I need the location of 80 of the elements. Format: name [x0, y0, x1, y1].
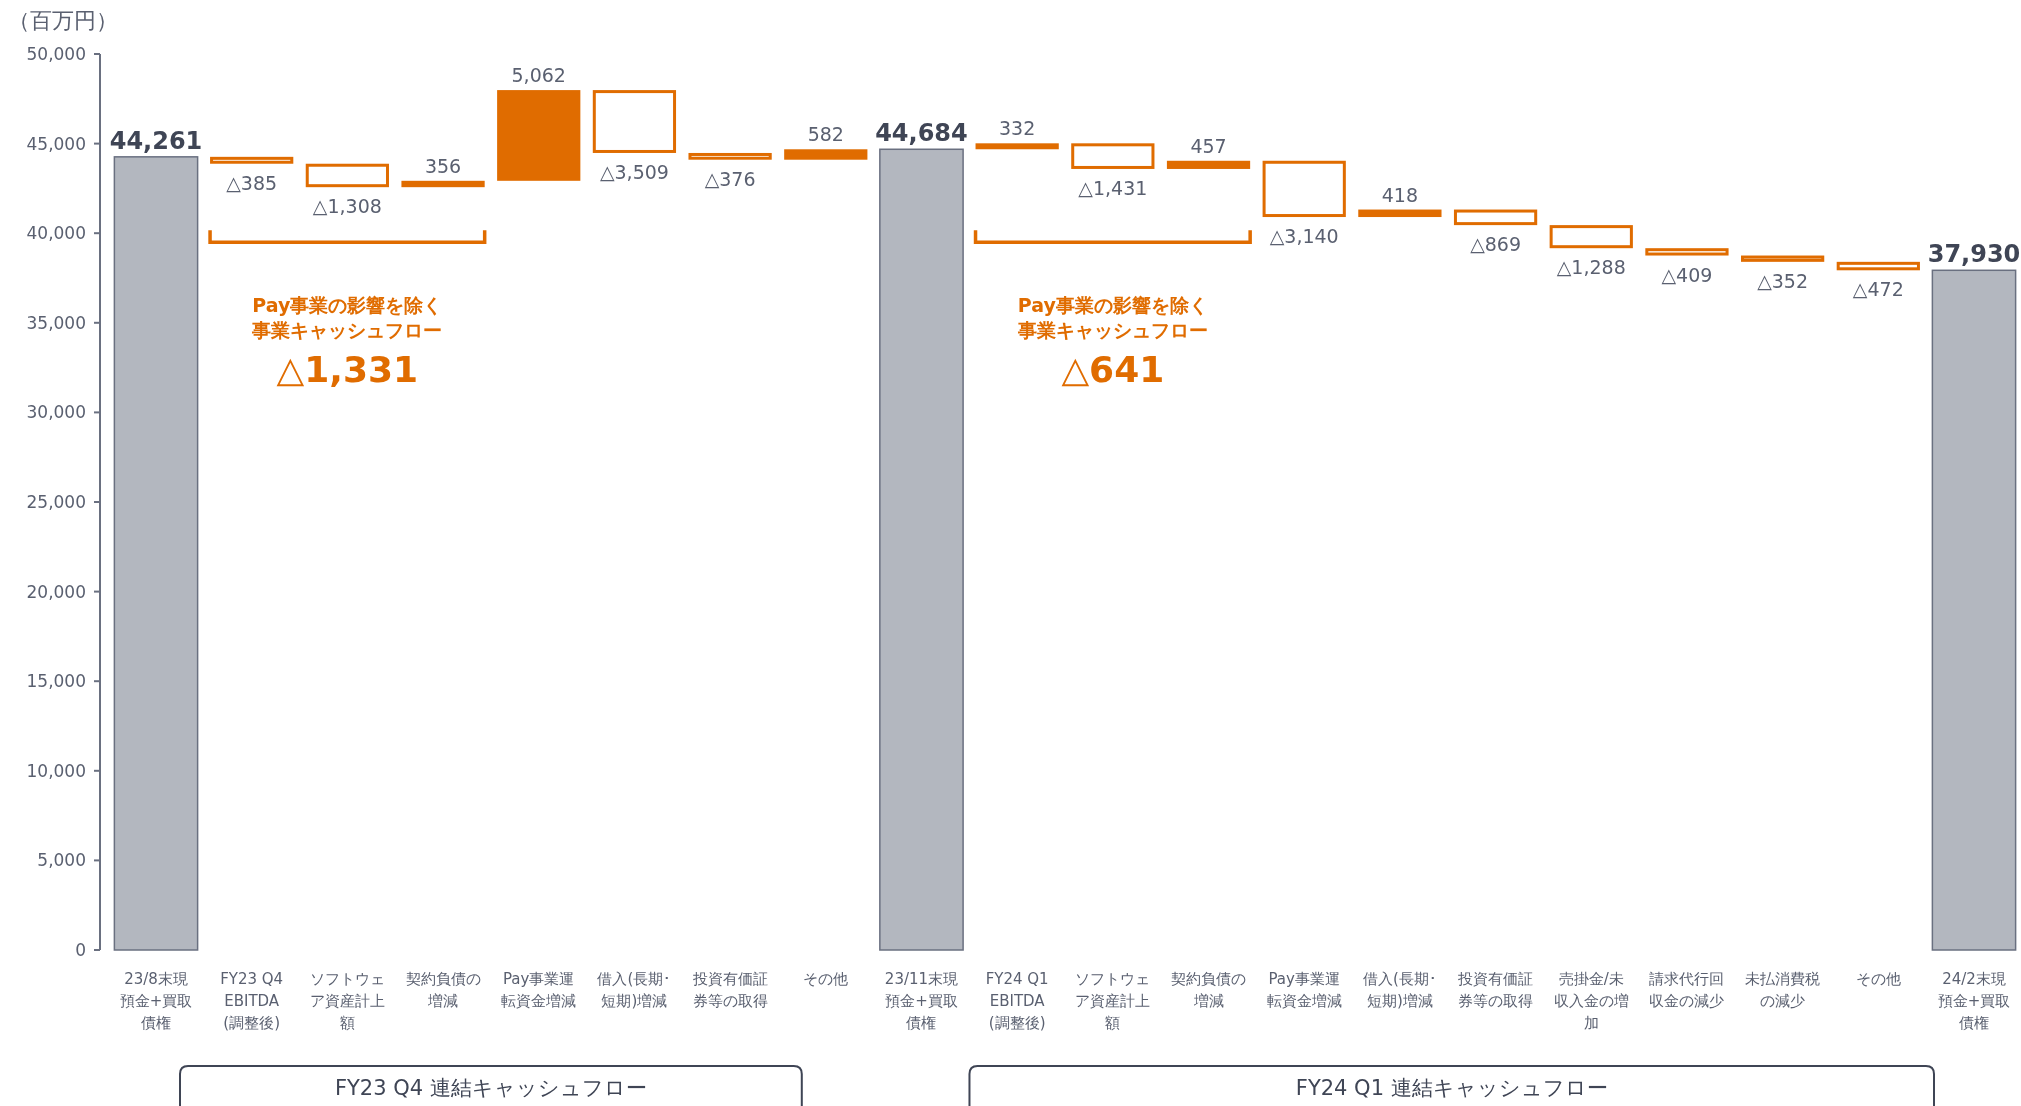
- bar: [784, 149, 868, 160]
- x-tick-label: 借入(長期･短期)増減: [1362, 970, 1437, 1010]
- x-tick-label: その他: [1855, 970, 1901, 988]
- x-tick-label: Pay事業運転資金増減: [1266, 970, 1342, 1010]
- data-label: 356: [424, 154, 462, 177]
- bar: [592, 90, 677, 153]
- x-tick-label: FY24 Q1 EBITDA (調整後): [985, 970, 1049, 1032]
- bar: [688, 152, 772, 160]
- data-label: △1,431: [1078, 176, 1148, 199]
- annotation: △641: [1061, 349, 1165, 390]
- x-tick-label: 23/8末現預金+買取債権: [119, 970, 193, 1032]
- data-label: 418: [1381, 183, 1419, 206]
- x-tick-label: 契約負債の増減: [405, 970, 481, 1010]
- bar: [1549, 225, 1633, 249]
- y-tick-label: 50,000: [26, 44, 86, 64]
- annotation: Pay事業の影響を除く: [252, 294, 443, 316]
- y-tick-label: 30,000: [26, 402, 86, 423]
- data-label: 457: [1190, 134, 1227, 157]
- x-tick-label: 未払消費税の減少: [1745, 970, 1821, 1010]
- bar: [210, 156, 294, 164]
- y-tick-label: 25,000: [26, 492, 86, 512]
- data-label: 44,261: [109, 126, 203, 155]
- bar: [401, 180, 485, 188]
- text: FY24 Q1 連結キャッシュフロー: [1295, 1076, 1608, 1100]
- data-label: △1,308: [312, 195, 382, 218]
- x-tick-label: 売掛金/未収入金の増加: [1553, 970, 1629, 1032]
- x-tick-label: ソフトウェア資産計上額: [309, 970, 385, 1032]
- data-label: 5,062: [511, 64, 566, 87]
- bar: [879, 148, 964, 951]
- annotation: 事業キャッシュフロー: [251, 319, 443, 341]
- y-tick-label: 15,000: [26, 671, 86, 692]
- x-tick-label: 投資有価証券等の取得: [1457, 970, 1534, 1010]
- x-tick-label: 23/11末現預金+買取債権: [884, 970, 959, 1032]
- y-tick-label: 5,000: [37, 850, 86, 871]
- bar: [305, 163, 389, 188]
- bar: [1166, 160, 1251, 169]
- data-label: △472: [1852, 278, 1904, 301]
- data-label: 332: [999, 117, 1036, 140]
- x-tick-label: 契約負債の増減: [1171, 970, 1247, 1010]
- y-tick-label: 20,000: [26, 581, 86, 602]
- bar: [1358, 209, 1442, 218]
- annotation: Pay事業の影響を除く: [1017, 294, 1208, 316]
- x-tick-label: ソフトウェア資産計上額: [1075, 970, 1151, 1032]
- bar: [1262, 160, 1346, 218]
- data-label: △1,288: [1556, 256, 1626, 279]
- data-label: △3,140: [1269, 225, 1339, 248]
- bar: [1453, 209, 1538, 226]
- bar: [113, 156, 199, 951]
- x-tick-label: その他: [803, 970, 849, 988]
- bar: [1931, 269, 2017, 951]
- bar: [497, 90, 581, 181]
- text: FY23 Q4 連結キャッシュフロー: [334, 1076, 647, 1100]
- data-label: 44,684: [875, 119, 968, 148]
- bar: [1836, 261, 1920, 271]
- data-label: △3,509: [599, 160, 669, 183]
- bar: [1071, 143, 1155, 169]
- annotation: △1,331: [276, 349, 419, 390]
- bar: [1741, 255, 1825, 262]
- x-tick-label: 24/2末現預金+買取債権: [1937, 970, 2011, 1032]
- x-tick-label: 投資有価証券等の取得: [691, 970, 768, 1010]
- y-axis-title: （百万円）: [8, 8, 118, 33]
- annotation: 事業キャッシュフロー: [1016, 319, 1208, 341]
- y-tick-label: 10,000: [26, 760, 86, 781]
- data-label: △869: [1470, 233, 1522, 256]
- data-label: △385: [226, 171, 278, 194]
- x-tick-label: Pay事業運転資金増減: [501, 970, 577, 1010]
- y-tick-label: 40,000: [26, 223, 86, 244]
- bar: [1645, 248, 1729, 256]
- data-label: △376: [704, 167, 756, 190]
- bar: [975, 143, 1059, 150]
- data-label: △352: [1757, 269, 1809, 292]
- y-tick-label: 45,000: [26, 133, 86, 154]
- data-label: 37,930: [1927, 240, 2021, 269]
- data-label: △409: [1661, 263, 1713, 286]
- x-tick-label: 請求代行回収金の減少: [1649, 970, 1725, 1010]
- y-tick-label: 35,000: [26, 312, 86, 333]
- x-tick-label: FY23 Q4 EBITDA (調整後): [220, 970, 284, 1032]
- data-label: 582: [807, 123, 844, 146]
- x-tick-label: 借入(長期･短期)増減: [597, 970, 672, 1010]
- y-tick-label: 0: [75, 940, 86, 960]
